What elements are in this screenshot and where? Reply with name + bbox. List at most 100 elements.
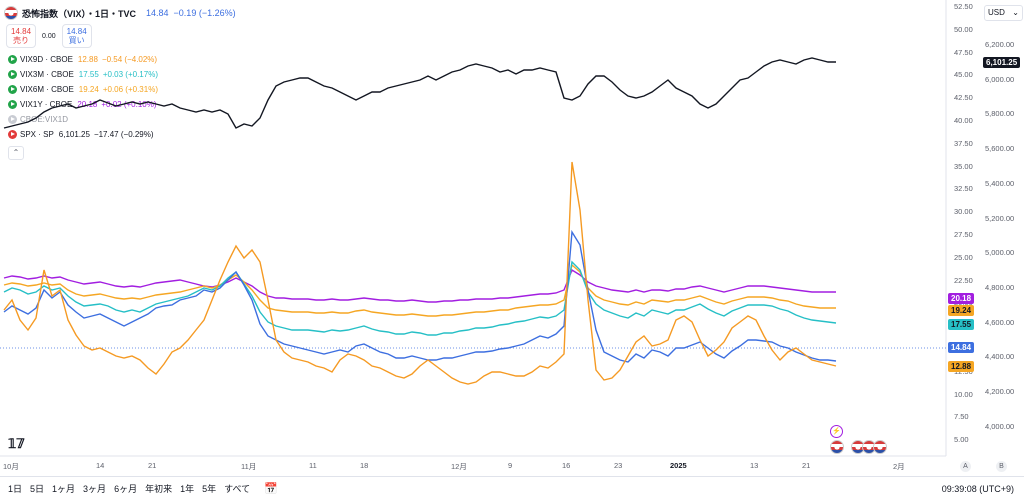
legend-name: CBOE:VIX1D	[20, 115, 69, 124]
time-axis-tick: 21	[802, 461, 811, 470]
clock-display[interactable]: 09:39:08 (UTC+9)	[941, 483, 1014, 494]
range-button[interactable]: 5年	[202, 484, 217, 494]
bottom-toolbar: 1日 5日 1ヶ月 3ヶ月 6ヶ月 年初来 1年 5年 すべて 📅 09:39:08 (UTC+…	[0, 476, 1024, 500]
auto-scale-button[interactable]: A	[960, 461, 971, 472]
legend-row[interactable]: VIX9D · CBOE 12.88 −0.54 (−4.02%)	[4, 52, 236, 67]
spx-axis-tick: 4,400.00	[985, 352, 1015, 362]
visibility-icon[interactable]	[8, 70, 17, 79]
us-flag-icon	[4, 6, 18, 20]
range-button[interactable]: 年初来	[145, 484, 173, 494]
time-axis-tick: 18	[360, 461, 369, 470]
symbol-title[interactable]: 恐怖指数（VIX）・1日・TVC	[22, 8, 137, 19]
lightning-event-icon[interactable]: ⚡	[830, 425, 843, 438]
vix3m-badge: 17.55	[948, 319, 975, 330]
buy-label: 買い	[68, 36, 85, 45]
spx-axis-tick: 5,600.00	[985, 144, 1015, 154]
currency-select[interactable]: USD ⌄	[984, 5, 1023, 21]
vix6m-series-line	[3, 263, 836, 317]
vix9d-badge: 12.88	[948, 361, 975, 372]
visibility-icon[interactable]	[8, 130, 17, 139]
trade-buttons: 14.84 売り 0.00 14.84 買い	[6, 24, 236, 48]
time-axis-tick: 21	[148, 461, 157, 470]
vix-badge: 14.84	[948, 342, 975, 353]
legend-row[interactable]: VIX3M · CBOE 17.55 +0.03 (+0.17%)	[4, 67, 236, 82]
legend-name: VIX6M · CBOE	[20, 85, 74, 94]
collapse-legend-button[interactable]: ⌃	[8, 146, 24, 160]
vix-axis-tick: 52.50	[954, 2, 973, 11]
symbol-price: 14.84	[146, 8, 169, 18]
spx-axis-tick: 5,400.00	[985, 178, 1015, 188]
spread-value: 0.00	[42, 32, 56, 40]
range-button[interactable]: 1日	[8, 484, 23, 494]
visibility-icon[interactable]	[8, 100, 17, 109]
time-axis-tick: 2025	[670, 461, 687, 470]
spx-series-line	[3, 57, 836, 129]
vix-axis-tick: 35.00	[954, 161, 973, 171]
spx-axis-tick: 4,800.00	[985, 282, 1015, 292]
time-axis-tick: 13	[750, 461, 759, 470]
symbol-change: −0.19 (−1.26%)	[173, 8, 236, 18]
tradingview-logo-icon: 𝟙𝟟	[8, 436, 25, 451]
time-axis-tick: 11	[309, 461, 317, 470]
time-axis-tick: 14	[96, 461, 105, 470]
legend-change: +0.03 (+0.17%)	[102, 70, 158, 79]
chevron-down-icon: ⌄	[1012, 8, 1019, 17]
vix-axis-tick: 45.00	[954, 70, 973, 80]
range-button[interactable]: すべて	[224, 484, 251, 494]
vix9d-series-line	[3, 161, 837, 385]
sell-button[interactable]: 14.84 売り	[6, 24, 37, 48]
sell-label: 売り	[13, 36, 30, 45]
time-axis-tick: 10月	[3, 462, 19, 471]
visibility-icon[interactable]	[8, 55, 17, 64]
legend-row[interactable]: VIX6M · CBOE 19.24 +0.06 (+0.31%)	[4, 82, 236, 97]
range-buttons: 1日 5日 1ヶ月 3ヶ月 6ヶ月 年初来 1年 5年 すべて	[0, 482, 250, 495]
spx-axis-tick: 4,200.00	[985, 387, 1015, 396]
time-axis-tick: 12月	[451, 462, 467, 471]
range-button[interactable]: 1年	[180, 484, 195, 494]
symbol-title-row: 恐怖指数（VIX）・1日・TVC 14.84 −0.19 (−1.26%)	[4, 4, 236, 22]
vix-axis-tick: 42.50	[954, 93, 973, 103]
visibility-icon[interactable]	[8, 115, 17, 124]
legend-row[interactable]: CBOE:VIX1D	[4, 112, 236, 127]
event-flag-icon[interactable]	[873, 440, 887, 459]
legend-name: VIX9D · CBOE	[20, 55, 73, 64]
visibility-icon[interactable]	[8, 85, 17, 94]
range-button[interactable]: 6ヶ月	[114, 484, 138, 494]
range-button[interactable]: 1ヶ月	[52, 484, 76, 494]
vix-axis-tick: 37.50	[954, 138, 973, 148]
log-scale-button[interactable]: B	[996, 461, 1007, 472]
range-button[interactable]: 3ヶ月	[83, 484, 107, 494]
vix-axis-tick: 47.50	[954, 47, 973, 57]
legend-value: 17.55	[78, 70, 99, 79]
spx-axis-tick: 6,000.00	[985, 74, 1015, 84]
vix3m-series-line	[3, 260, 837, 336]
vix-axis-tick: 25.00	[954, 252, 973, 262]
vix-axis-tick: 30.00	[954, 207, 973, 217]
legend-value: 12.88	[77, 55, 98, 64]
legend-change: +0.06 (+0.31%)	[102, 85, 158, 94]
legend-list: VIX9D · CBOE 12.88 −0.54 (−4.02%) VIX3M · C…	[4, 52, 236, 142]
spx-axis-tick: 5,000.00	[985, 248, 1015, 258]
vix-axis-tick: 7.50	[954, 412, 969, 422]
time-axis-tick: 2月	[893, 462, 905, 471]
time-axis-tick: 23	[614, 461, 623, 470]
spx-axis-tick: 4,600.00	[985, 317, 1015, 327]
vix-axis-tick: 27.50	[954, 230, 973, 239]
legend-name: VIX1Y · CBOE	[20, 100, 73, 109]
vix6m-badge: 19.24	[948, 305, 975, 316]
legend-name: SPX · SP	[20, 130, 54, 139]
spx-last-badge: 6,101.25	[983, 57, 1021, 68]
time-axis-tick: 11月	[241, 462, 257, 471]
range-button[interactable]: 5日	[30, 484, 45, 494]
buy-price: 14.84	[66, 27, 87, 36]
legend-value: 19.24	[78, 85, 99, 94]
buy-button[interactable]: 14.84 買い	[61, 24, 92, 48]
event-flag-icon[interactable]	[830, 440, 844, 459]
vix-axis-tick: 5.00	[954, 435, 969, 445]
legend-row[interactable]: SPX · SP 6,101.25 −17.47 (−0.29%)	[4, 127, 236, 142]
legend-change: −0.54 (−4.02%)	[101, 55, 158, 64]
legend-change: +0.02 (+0.10%)	[101, 100, 157, 109]
legend-value: 6,101.25	[58, 130, 90, 139]
calendar-icon[interactable]: 📅	[264, 483, 278, 495]
